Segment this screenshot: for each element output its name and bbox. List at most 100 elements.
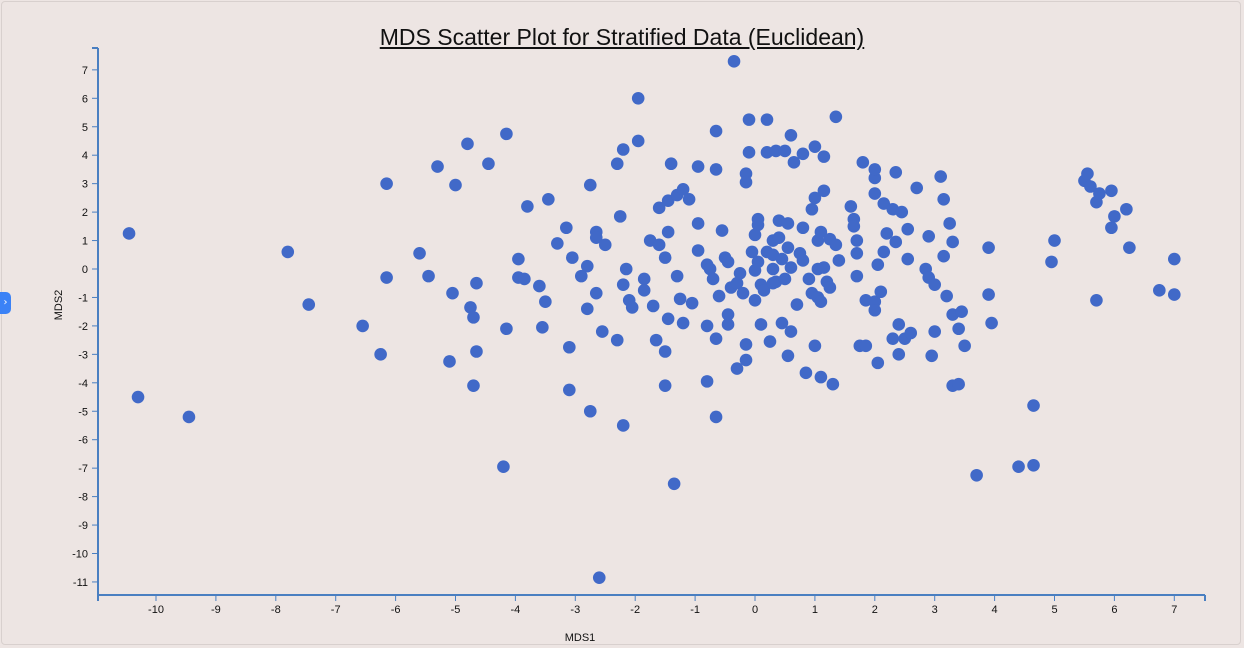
- scatter-point: [580, 302, 594, 316]
- scatter-point: [730, 276, 744, 290]
- scatter-point: [461, 137, 474, 151]
- scatter-point: [598, 238, 612, 252]
- scatter-point: [859, 339, 873, 353]
- x-tick-label: -2: [630, 604, 640, 616]
- scatter-point: [563, 340, 576, 354]
- y-tick-label: -4: [78, 378, 88, 390]
- scatter-point: [766, 262, 780, 276]
- x-tick-label: 6: [1111, 604, 1117, 616]
- scatter-point: [796, 221, 810, 235]
- scatter-point: [817, 261, 831, 274]
- scatter-point: [901, 252, 915, 266]
- scatter-point: [784, 261, 798, 274]
- scatter-point: [850, 269, 864, 283]
- scatter-point: [595, 325, 609, 338]
- scatter-point: [850, 247, 864, 260]
- scatter-point: [691, 217, 705, 230]
- scatter-point: [784, 128, 798, 142]
- scatter-point: [781, 241, 795, 254]
- scatter-point: [709, 163, 723, 176]
- scatter-point: [790, 298, 804, 311]
- scatter-point: [281, 245, 295, 259]
- scatter-point: [721, 255, 735, 269]
- scatter-point: [871, 356, 885, 370]
- scatter-point: [1045, 255, 1058, 269]
- scatter-point: [1027, 459, 1040, 472]
- scatter-point: [814, 295, 828, 309]
- x-tick-label: 3: [932, 604, 938, 616]
- scatter-point: [937, 249, 950, 263]
- scatter-point: [182, 410, 196, 424]
- x-tick-label: 4: [992, 604, 998, 616]
- scatter-point: [778, 272, 792, 286]
- scatter-point: [676, 183, 690, 196]
- scatter-point: [709, 332, 723, 346]
- scatter-point: [784, 325, 798, 338]
- scatter-point: [703, 262, 717, 276]
- scatter-point: [1105, 221, 1118, 235]
- y-axis-label: MDS2: [53, 290, 65, 321]
- scatter-point: [817, 150, 831, 163]
- scatter-point: [625, 301, 639, 314]
- scatter-point: [829, 238, 843, 252]
- scatter-point: [808, 140, 822, 153]
- scatter-point: [1168, 288, 1181, 301]
- scatter-point: [610, 333, 624, 347]
- y-tick-label: -7: [78, 463, 88, 475]
- y-tick-label: 4: [82, 150, 88, 162]
- scatter-point: [682, 192, 696, 206]
- scatter-point: [901, 222, 915, 236]
- scatter-point: [709, 410, 723, 424]
- scatter-point: [551, 237, 564, 250]
- scatter-point: [928, 278, 941, 291]
- scatter-point: [467, 379, 480, 392]
- scatter-point: [1105, 184, 1118, 198]
- scatter-point: [649, 333, 663, 347]
- y-tick-label: -11: [73, 577, 88, 589]
- scatter-point: [566, 251, 579, 264]
- y-tick-label: 5: [82, 122, 88, 134]
- scatter-point: [661, 194, 675, 208]
- scatter-point: [658, 251, 672, 264]
- x-tick-label: 7: [1171, 604, 1177, 616]
- scatter-point: [904, 326, 918, 340]
- sidebar-toggle-icon[interactable]: ›: [0, 292, 11, 314]
- y-tick-label: -1: [78, 292, 88, 304]
- scatter-point: [563, 383, 576, 397]
- x-tick-label: 5: [1051, 604, 1057, 616]
- scatter-point: [380, 271, 393, 284]
- scatter-point: [982, 241, 995, 254]
- scatter-point: [874, 285, 888, 299]
- scatter-point: [958, 339, 971, 353]
- scatter-point: [796, 254, 810, 267]
- scatter-point: [772, 231, 786, 245]
- scatter-point: [943, 217, 956, 230]
- scatter-point: [895, 205, 909, 219]
- scatter-point: [925, 349, 939, 363]
- x-tick-label: -10: [148, 604, 164, 616]
- scatter-point: [742, 113, 756, 126]
- scatter-point: [877, 197, 891, 210]
- scatter-point: [1093, 187, 1106, 200]
- scatter-point: [847, 220, 861, 233]
- data-points: [122, 55, 1181, 584]
- scatter-point: [751, 255, 765, 269]
- x-tick-label: -3: [570, 604, 580, 616]
- scatter-point: [500, 127, 513, 141]
- scatter-point: [832, 254, 846, 267]
- scatter-point: [374, 348, 387, 361]
- scatter-point: [742, 146, 756, 159]
- scatter-point: [380, 177, 393, 190]
- scatter-point: [727, 55, 741, 68]
- scatter-point: [736, 286, 750, 300]
- scatter-point: [886, 332, 900, 346]
- scatter-point: [757, 284, 771, 297]
- scatter-point: [745, 245, 759, 259]
- scatter-point: [775, 252, 789, 266]
- x-tick-label: 0: [752, 604, 758, 616]
- scatter-point: [637, 272, 651, 286]
- scatter-point: [589, 231, 603, 245]
- x-tick-label: -7: [331, 604, 341, 616]
- scatter-point: [1048, 234, 1061, 247]
- scatter-point: [533, 279, 546, 293]
